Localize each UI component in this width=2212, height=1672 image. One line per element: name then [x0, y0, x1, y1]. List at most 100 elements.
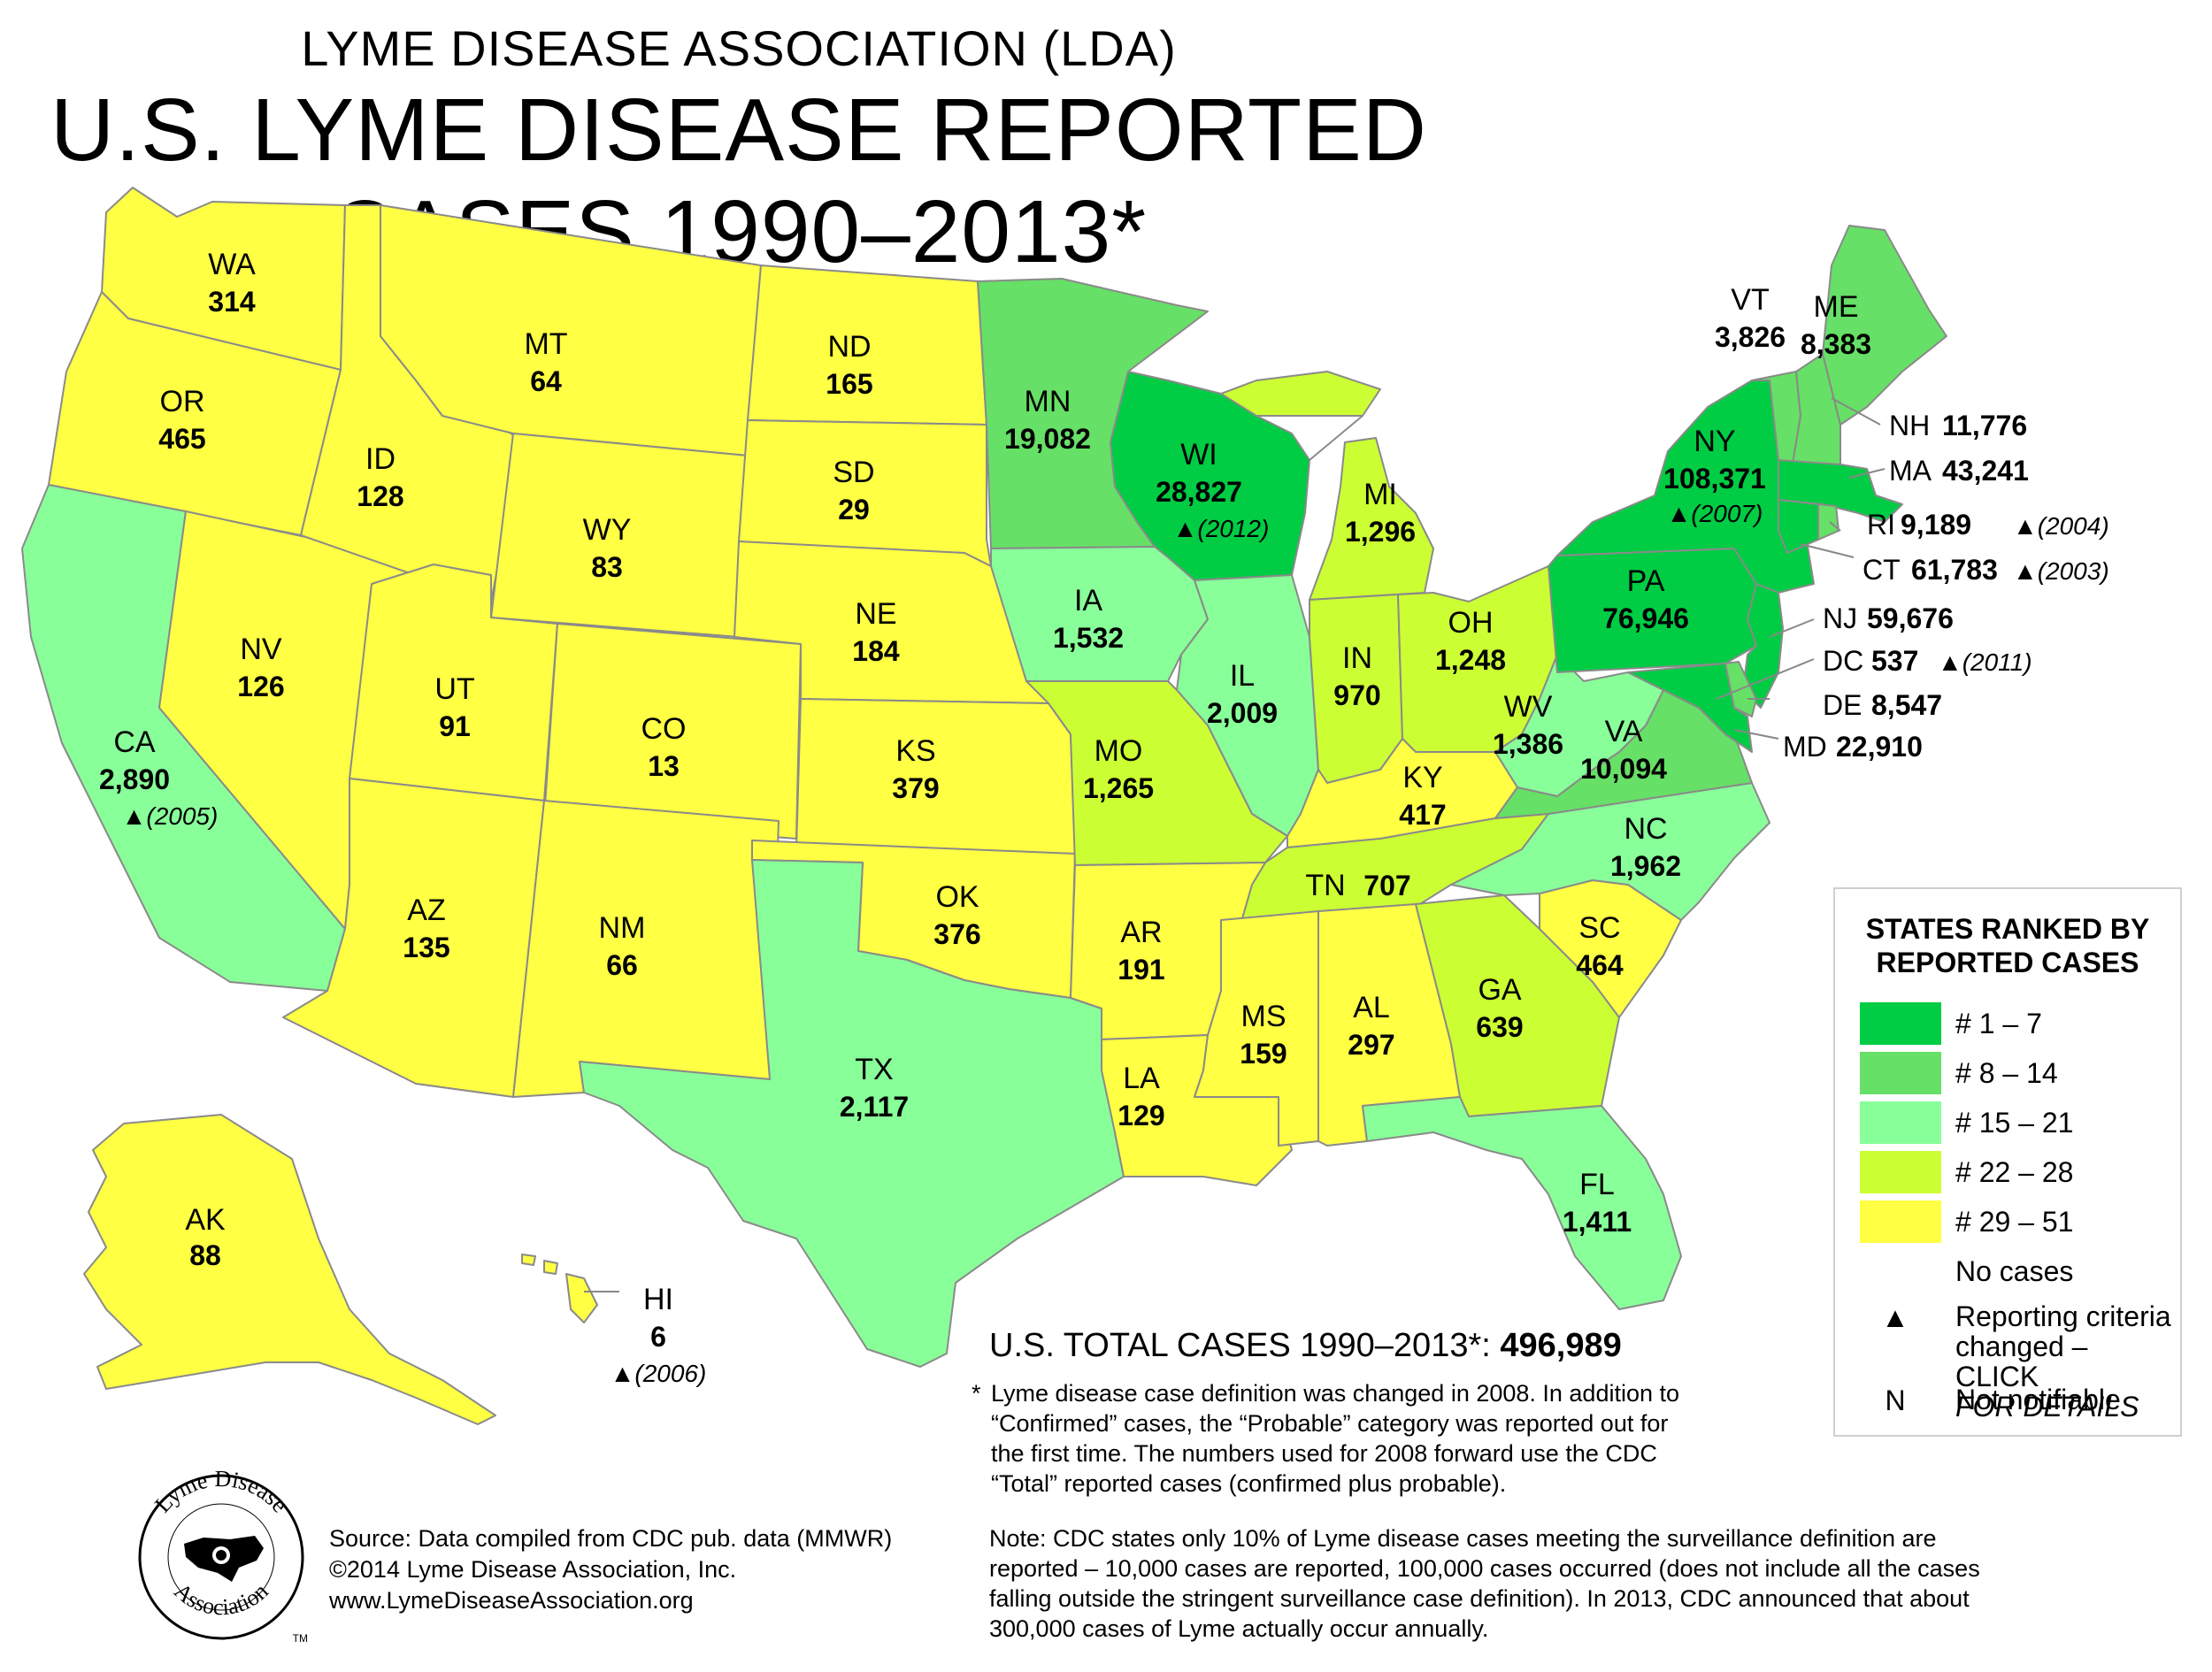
label-MA: MA 43,241: [1889, 455, 2029, 487]
svg-text:11,776: 11,776: [1942, 410, 2027, 441]
source-credit: Source: Data compiled from CDC pub. data…: [329, 1523, 892, 1616]
label-NY: NY 108,371 ▲(2007): [1663, 425, 1766, 527]
label-IA: IA 1,532: [1053, 584, 1124, 654]
svg-text:537: 537: [1871, 645, 1918, 677]
svg-text:PA: PA: [1627, 564, 1665, 598]
legend: STATES RANKED BY REPORTED CASES # 1 – 7 …: [1833, 887, 2182, 1437]
label-VT: VT 3,826: [1715, 283, 1786, 353]
label-SC: SC 464: [1576, 911, 1624, 981]
state-RI[interactable]: [1817, 503, 1839, 541]
label-NJ: NJ 59,676: [1823, 602, 1954, 634]
svg-text:66: 66: [606, 949, 638, 981]
label-KS: KS 379: [892, 734, 939, 804]
svg-text:88: 88: [189, 1239, 221, 1271]
svg-text:TM: TM: [293, 1632, 308, 1645]
state-AK[interactable]: [83, 1114, 496, 1425]
label-GA: GA 639: [1476, 973, 1523, 1043]
svg-text:MN: MN: [1025, 385, 1071, 418]
label-NM: NM 66: [599, 911, 646, 981]
label-PA: PA 76,946: [1602, 564, 1689, 634]
label-CT: CT 61,783 ▲(2003): [1863, 554, 2109, 586]
website-link[interactable]: www.LymeDiseaseAssociation.org: [329, 1587, 694, 1614]
state-MI[interactable]: [1220, 371, 1434, 601]
svg-text:1,411: 1,411: [1563, 1206, 1632, 1238]
svg-text:29: 29: [838, 494, 870, 525]
label-OH: OH 1,248: [1435, 606, 1506, 676]
state-CT[interactable]: [1778, 499, 1819, 554]
label-AR: AR 191: [1118, 916, 1164, 986]
svg-text:RI: RI: [1867, 509, 1895, 541]
svg-text:Association: Association: [169, 1578, 273, 1621]
label-TX: TX 2,117: [840, 1053, 909, 1123]
label-HI: HI 6 ▲(2006): [611, 1283, 707, 1387]
svg-text:TN: TN: [1305, 869, 1345, 902]
svg-text:19,082: 19,082: [1004, 423, 1091, 455]
svg-text:8,383: 8,383: [1801, 328, 1871, 360]
svg-text:165: 165: [826, 368, 872, 400]
svg-text:WI: WI: [1180, 438, 1217, 472]
legend-item-rank-1-7: # 1 – 7: [1853, 1002, 2171, 1045]
svg-text:NE: NE: [855, 597, 896, 631]
svg-text:159: 159: [1240, 1038, 1286, 1070]
state-FL[interactable]: [1362, 1096, 1682, 1310]
svg-text:3,826: 3,826: [1715, 321, 1786, 353]
label-AL: AL 297: [1348, 991, 1394, 1061]
svg-text:2,117: 2,117: [840, 1091, 909, 1123]
svg-text:CA: CA: [113, 725, 156, 759]
svg-text:TX: TX: [855, 1053, 893, 1086]
svg-text:▲(2012): ▲(2012): [1173, 515, 1270, 542]
svg-text:1,386: 1,386: [1493, 728, 1563, 760]
state-HI[interactable]: [521, 1254, 598, 1323]
legend-swatch: [1860, 1250, 1941, 1292]
label-SD: SD 29: [833, 456, 874, 525]
label-MI: MI 1,296: [1345, 478, 1416, 548]
label-OK: OK 376: [933, 880, 980, 950]
label-KY: KY 417: [1399, 761, 1446, 831]
svg-text:KS: KS: [895, 734, 935, 768]
svg-text:UT: UT: [434, 672, 474, 706]
state-GA[interactable]: [1415, 894, 1620, 1117]
svg-text:707: 707: [1363, 870, 1410, 901]
svg-text:MS: MS: [1241, 1000, 1286, 1033]
organization-name: LYME DISEASE ASSOCIATION (LDA): [301, 20, 1177, 76]
label-CA: CA 2,890 ▲(2005): [99, 725, 218, 830]
label-MS: MS 159: [1240, 1000, 1286, 1070]
n-symbol: N: [1885, 1384, 1906, 1416]
svg-text:465: 465: [158, 423, 205, 455]
svg-text:AL: AL: [1353, 991, 1390, 1024]
svg-text:1,248: 1,248: [1435, 644, 1506, 676]
svg-text:91: 91: [439, 710, 471, 742]
svg-text:64: 64: [530, 365, 562, 397]
svg-text:61,783: 61,783: [1911, 554, 1998, 586]
svg-text:WV: WV: [1504, 690, 1553, 724]
legend-swatch: [1860, 1052, 1941, 1094]
svg-text:1,265: 1,265: [1083, 772, 1154, 804]
state-MO[interactable]: [1025, 680, 1288, 866]
state-NM[interactable]: [512, 800, 780, 1098]
svg-text:2,009: 2,009: [1207, 697, 1278, 729]
svg-text:108,371: 108,371: [1663, 463, 1766, 495]
label-TN: TN 707: [1305, 869, 1410, 902]
svg-text:MD: MD: [1783, 731, 1827, 763]
state-TX[interactable]: [579, 859, 1125, 1368]
label-UT: UT 91: [434, 672, 474, 742]
svg-text:MO: MO: [1094, 734, 1143, 768]
label-ID: ID 128: [357, 442, 403, 512]
svg-text:22,910: 22,910: [1836, 731, 1923, 763]
label-AZ: AZ 135: [403, 894, 449, 963]
svg-text:184: 184: [852, 635, 900, 667]
state-ME[interactable]: [1822, 225, 1947, 426]
legend-item-reporting-criteria[interactable]: ▲ Reporting criteria changed – CLICK FOR…: [1853, 1301, 2171, 1422]
label-NE: NE 184: [852, 597, 900, 667]
lda-seal: Lyme Disease Association TM: [138, 1469, 308, 1645]
svg-text:ID: ID: [365, 442, 396, 476]
svg-text:WY: WY: [583, 513, 632, 547]
svg-text:970: 970: [1333, 679, 1380, 711]
svg-text:28,827: 28,827: [1156, 476, 1242, 508]
label-FL: FL 1,411: [1563, 1168, 1632, 1238]
legend-item-rank-15-21: # 15 – 21: [1853, 1101, 2171, 1144]
svg-text:▲(2004): ▲(2004): [2013, 512, 2109, 540]
svg-text:▲(2003): ▲(2003): [2013, 557, 2109, 585]
svg-text:8,547: 8,547: [1871, 689, 1942, 721]
